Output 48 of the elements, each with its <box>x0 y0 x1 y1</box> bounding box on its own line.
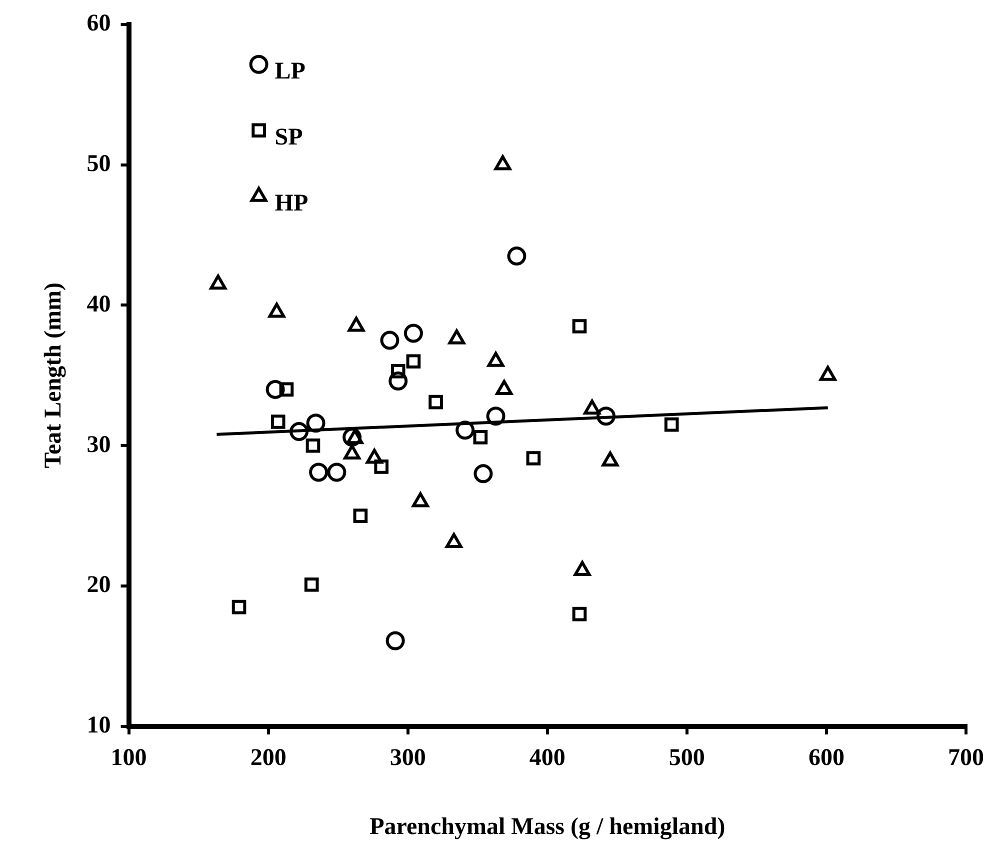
point <box>232 600 246 614</box>
point <box>572 606 587 622</box>
x-tick-label: 700 <box>948 745 984 772</box>
point <box>342 428 362 447</box>
point <box>664 417 679 432</box>
point <box>270 414 286 429</box>
y-tick-label: 30 <box>86 432 111 458</box>
x-tick-label: 400 <box>529 745 566 772</box>
point <box>474 464 493 484</box>
point <box>353 508 368 523</box>
x-tick-label: 300 <box>390 745 426 772</box>
x-tick-label: 200 <box>250 745 286 772</box>
y-tick-label: 60 <box>86 10 111 37</box>
point <box>306 414 326 433</box>
point <box>390 364 406 378</box>
y-tick-label: 50 <box>86 151 111 178</box>
point <box>279 382 294 397</box>
point <box>380 330 400 350</box>
point <box>486 406 506 426</box>
point <box>526 451 541 466</box>
point <box>428 394 443 410</box>
x-tick-label: 500 <box>668 745 705 772</box>
point <box>406 354 421 369</box>
point <box>388 372 408 391</box>
point <box>327 462 346 482</box>
legend-label: HP <box>274 190 308 217</box>
point <box>596 406 616 426</box>
point <box>290 422 309 442</box>
x-axis-title: Parenchymal Mass (g / hemigland) <box>370 814 726 840</box>
y-tick-label: 10 <box>86 712 111 739</box>
point <box>309 462 328 482</box>
y-axis-title: Teat Length (mm) <box>40 282 67 468</box>
point <box>386 631 405 650</box>
y-tick-label: 20 <box>86 572 111 598</box>
point <box>473 430 488 444</box>
legend-label: SP <box>274 124 303 151</box>
point <box>456 420 475 440</box>
point <box>572 319 587 334</box>
point <box>507 246 526 266</box>
point <box>266 380 285 399</box>
x-tick-label: 100 <box>110 745 147 772</box>
point <box>304 577 319 592</box>
legend-label: LP <box>274 58 306 85</box>
point <box>306 438 320 453</box>
y-tick-label: 40 <box>86 291 111 318</box>
x-tick-label: 600 <box>808 745 844 772</box>
point <box>374 460 389 474</box>
point <box>404 324 423 343</box>
